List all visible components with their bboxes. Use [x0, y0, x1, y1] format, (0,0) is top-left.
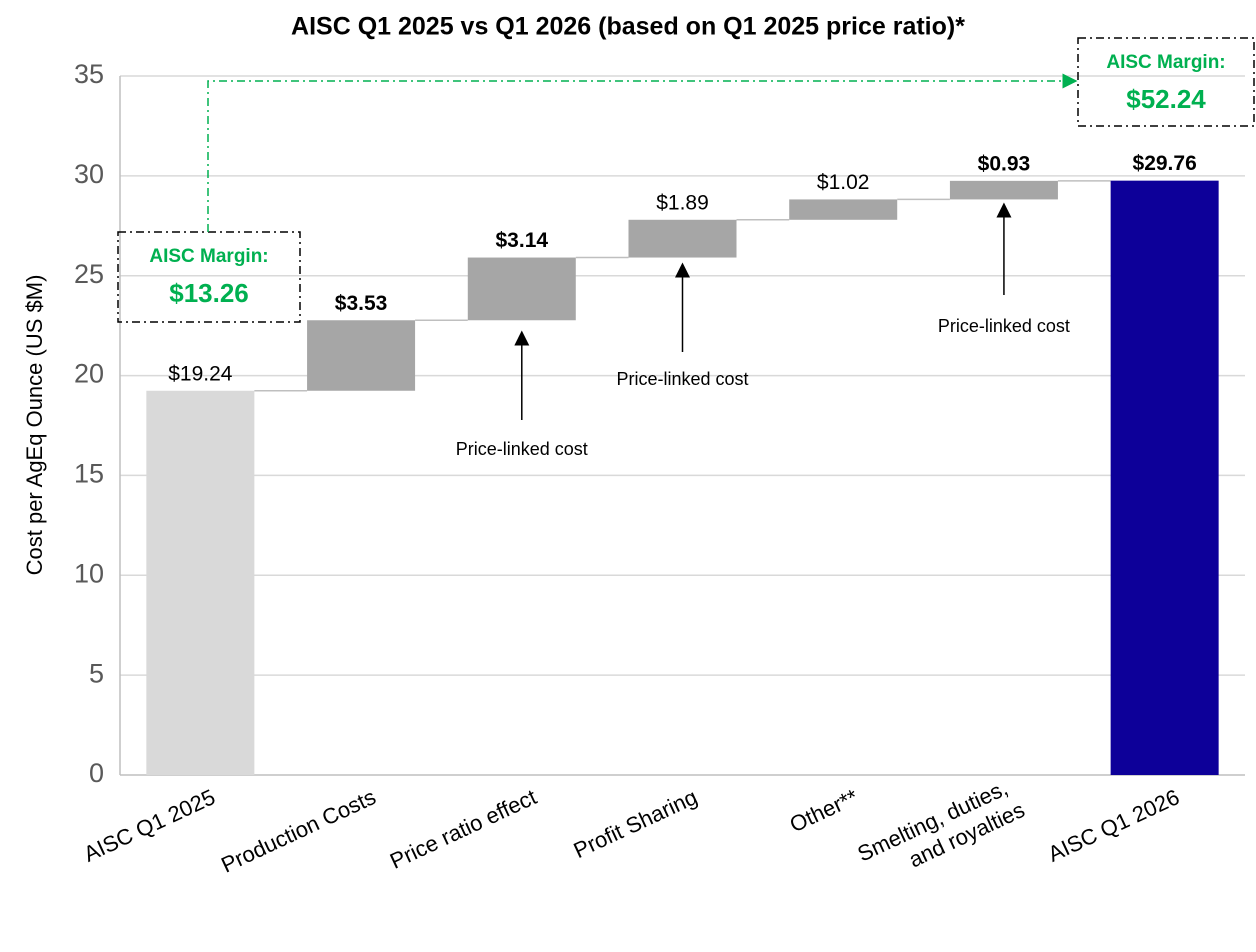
y-tick-label: 35 [74, 59, 104, 89]
y-tick-label: 15 [74, 459, 104, 489]
x-tick-label: AISC Q1 2026 [1044, 784, 1183, 867]
annotation: Price-linked cost [456, 439, 588, 459]
x-tick-label: Other** [786, 784, 862, 837]
margin-value: $13.26 [169, 278, 249, 308]
bar [1110, 180, 1219, 776]
bar [467, 257, 576, 321]
annotation: Price-linked cost [616, 369, 748, 389]
y-tick-label: 25 [74, 259, 104, 289]
bar [628, 219, 737, 258]
y-axis-label: Cost per AgEq Ounce (US $M) [22, 275, 47, 576]
y-tick-label: 0 [89, 758, 104, 788]
margin-box [1077, 37, 1255, 127]
value-label: $3.14 [496, 229, 549, 252]
bar [307, 320, 416, 391]
y-tick-label: 10 [74, 558, 104, 588]
y-tick-label: 5 [89, 658, 104, 688]
x-tick-label: Profit Sharing [570, 784, 701, 863]
margin-box [117, 231, 301, 323]
x-tick-label: Smelting, duties, and royalties [853, 772, 1028, 890]
x-tick-label: Production Costs [217, 784, 379, 877]
margin-value: $52.24 [1126, 84, 1206, 114]
margin-arrow [207, 73, 1078, 232]
x-tick-label: AISC Q1 2025 [80, 784, 219, 867]
value-label: $1.02 [817, 171, 870, 194]
margin-title: AISC Margin: [149, 246, 268, 267]
value-label: $1.89 [656, 191, 709, 214]
value-label: $19.24 [168, 362, 233, 385]
value-label: $0.93 [978, 152, 1031, 175]
bar [789, 199, 898, 220]
chart-title: AISC Q1 2025 vs Q1 2026 (based on Q1 202… [291, 13, 965, 41]
y-tick-label: 30 [74, 159, 104, 189]
bar [146, 390, 255, 775]
y-tick-label: 20 [74, 359, 104, 389]
value-label: $3.53 [335, 292, 388, 315]
margin-title: AISC Margin: [1106, 52, 1225, 73]
value-label: $29.76 [1133, 152, 1197, 175]
x-tick-label: Price ratio effect [386, 784, 540, 874]
bar [949, 180, 1058, 200]
annotation: Price-linked cost [938, 316, 1070, 336]
